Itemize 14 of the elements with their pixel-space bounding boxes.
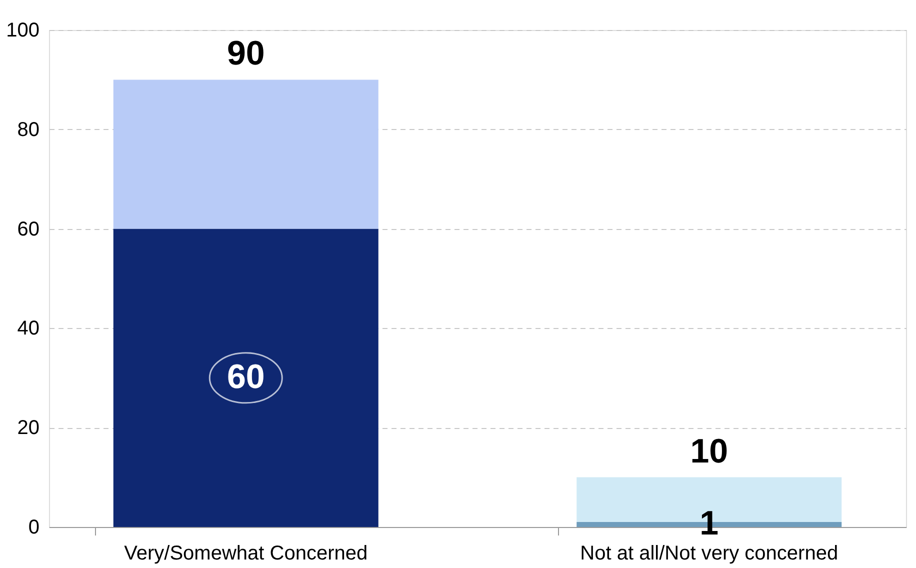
y-tick-label: 100 bbox=[6, 20, 40, 42]
y-tick-label: 40 bbox=[17, 318, 40, 340]
bar bbox=[113, 80, 378, 229]
x-tick-label: Not at all/Not very concerned bbox=[580, 542, 838, 564]
y-tick-label: 60 bbox=[17, 218, 40, 240]
total-label: 10 bbox=[690, 432, 728, 470]
y-tick-label: 20 bbox=[17, 417, 40, 440]
y-tick-label: 80 bbox=[17, 118, 40, 141]
total-label: 90 bbox=[226, 34, 265, 73]
bar bbox=[113, 228, 378, 527]
data-label: 1 bbox=[700, 504, 719, 543]
data-label: 60 bbox=[226, 358, 265, 396]
x-tick-label: Very/Somewhat Concerned bbox=[124, 542, 368, 564]
y-tick-label: 0 bbox=[28, 516, 40, 538]
